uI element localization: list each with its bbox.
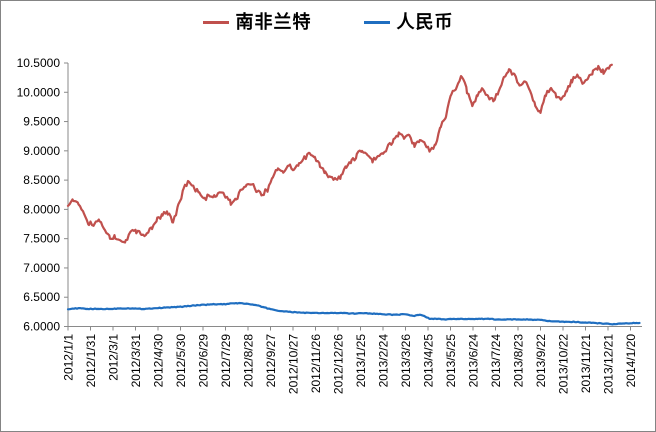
y-axis-label: 9.0000 — [23, 144, 60, 158]
legend-line-blue-icon — [363, 20, 390, 24]
x-axis-label: 2012/3/1 — [107, 334, 121, 381]
y-axis-label: 7.0000 — [23, 261, 60, 275]
x-axis-label: 2013/7/24 — [489, 334, 503, 388]
legend-label-south-african-rand: 南非兰特 — [235, 12, 312, 32]
y-axis-label: 10.0000 — [17, 85, 61, 99]
legend-label-rmb: 人民币 — [396, 12, 454, 32]
x-axis-label: 2013/9/22 — [534, 334, 548, 388]
x-axis-label: 2012/1/31 — [84, 334, 98, 388]
x-axis-label: 2012/6/29 — [197, 334, 211, 388]
x-axis-label: 2013/8/23 — [512, 334, 526, 388]
x-axis-label: 2012/7/29 — [219, 334, 233, 388]
x-axis-label: 2013/11/21 — [579, 334, 593, 393]
series-line-south-african-rand — [66, 63, 613, 244]
x-axis-label: 2013/10/22 — [557, 334, 571, 394]
x-axis-label: 2014/1/20 — [624, 334, 638, 388]
x-axis-label: 2012/8/28 — [242, 334, 256, 388]
y-axis-label: 10.5000 — [17, 56, 61, 70]
y-axis-label: 8.5000 — [23, 173, 60, 187]
y-axis-label: 6.0000 — [23, 320, 60, 334]
x-axis-label: 2013/6/24 — [467, 334, 481, 388]
y-axis-label: 8.0000 — [23, 202, 60, 216]
x-axis-label: 2012/10/27 — [287, 334, 301, 394]
x-axis-label: 2012/5/30 — [174, 334, 188, 388]
legend: 南非兰特 人民币 — [1, 13, 655, 31]
x-axis-label: 2013/5/25 — [444, 334, 458, 388]
y-axis-label: 9.5000 — [23, 115, 60, 129]
x-axis-label: 2013/4/25 — [422, 334, 436, 388]
x-axis-label: 2012/12/26 — [332, 334, 346, 394]
y-axis-label: 7.5000 — [23, 232, 60, 246]
x-axis-label: 2012/3/31 — [129, 334, 143, 388]
series-line-rmb — [66, 301, 641, 326]
x-axis-label: 2012/4/30 — [152, 334, 166, 388]
legend-item-south-african-rand: 南非兰特 — [202, 12, 312, 32]
x-axis-label: 2013/3/26 — [399, 334, 413, 388]
x-axis-label: 2012/11/26 — [309, 334, 323, 393]
legend-line-red-icon — [202, 20, 229, 24]
y-axis-label: 6.5000 — [23, 290, 60, 304]
x-axis-label: 2012/1/1 — [62, 334, 76, 381]
x-axis-label: 2013/1/25 — [354, 334, 368, 388]
x-axis-label: 2012/9/27 — [264, 334, 278, 388]
legend-item-rmb: 人民币 — [363, 12, 454, 32]
x-axis-label: 2013/2/24 — [377, 334, 391, 388]
x-axis-label: 2013/12/21 — [602, 334, 616, 394]
